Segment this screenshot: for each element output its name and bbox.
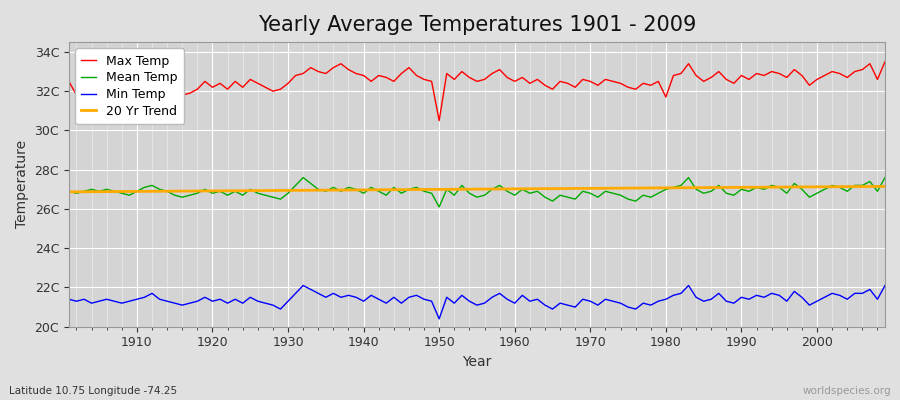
Mean Temp — [124, 193, 135, 198]
Min Temp — [879, 283, 890, 288]
Max Temp — [608, 79, 618, 84]
Max Temp — [124, 91, 135, 96]
Y-axis label: Temperature: Temperature — [15, 140, 29, 228]
20 Yr Trend — [64, 190, 75, 194]
Min Temp — [434, 316, 445, 321]
X-axis label: Year: Year — [463, 355, 491, 369]
Max Temp — [336, 61, 346, 66]
Mean Temp — [64, 189, 75, 194]
Mean Temp — [615, 193, 626, 198]
Max Temp — [290, 73, 301, 78]
Mean Temp — [525, 191, 535, 196]
Text: worldspecies.org: worldspecies.org — [803, 386, 891, 396]
Min Temp — [525, 299, 535, 304]
20 Yr Trend — [336, 188, 346, 192]
Max Temp — [879, 59, 890, 64]
Min Temp — [290, 291, 301, 296]
20 Yr Trend — [502, 186, 513, 191]
Min Temp — [343, 293, 354, 298]
Max Temp — [517, 75, 527, 80]
Max Temp — [509, 79, 520, 84]
Mean Temp — [434, 204, 445, 209]
Line: Mean Temp: Mean Temp — [69, 178, 885, 207]
Min Temp — [124, 299, 135, 304]
Min Temp — [298, 283, 309, 288]
Mean Temp — [517, 187, 527, 192]
Mean Temp — [879, 175, 890, 180]
Text: Latitude 10.75 Longitude -74.25: Latitude 10.75 Longitude -74.25 — [9, 386, 177, 396]
20 Yr Trend — [509, 186, 520, 191]
Mean Temp — [290, 183, 301, 188]
Min Temp — [517, 293, 527, 298]
Line: Min Temp: Min Temp — [69, 286, 885, 319]
Mean Temp — [343, 185, 354, 190]
Legend: Max Temp, Mean Temp, Min Temp, 20 Yr Trend: Max Temp, Mean Temp, Min Temp, 20 Yr Tre… — [76, 48, 184, 124]
20 Yr Trend — [124, 189, 135, 194]
20 Yr Trend — [879, 184, 890, 189]
Line: 20 Yr Trend: 20 Yr Trend — [69, 186, 885, 192]
Line: Max Temp: Max Temp — [69, 62, 885, 121]
Max Temp — [434, 118, 445, 123]
20 Yr Trend — [290, 188, 301, 193]
Min Temp — [64, 297, 75, 302]
20 Yr Trend — [600, 186, 611, 191]
Max Temp — [64, 79, 75, 84]
Min Temp — [615, 301, 626, 306]
Title: Yearly Average Temperatures 1901 - 2009: Yearly Average Temperatures 1901 - 2009 — [257, 15, 696, 35]
Mean Temp — [298, 175, 309, 180]
